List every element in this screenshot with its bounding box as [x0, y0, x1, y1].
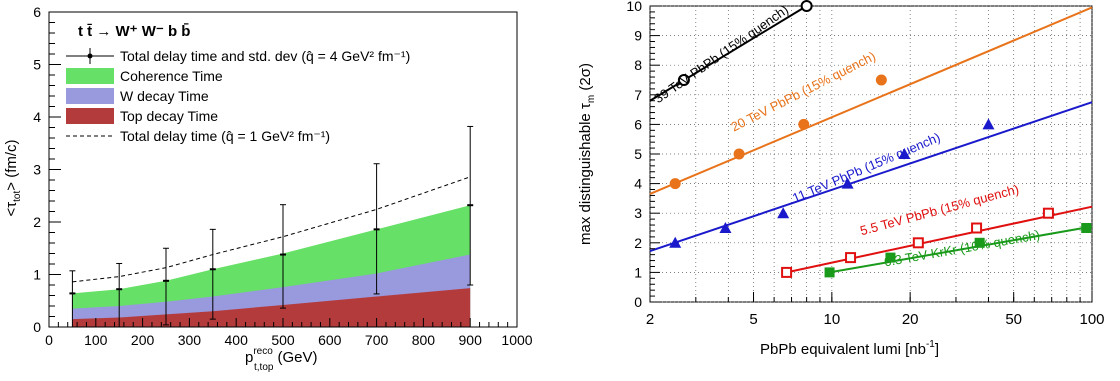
y-tick-label: 9 — [634, 28, 642, 44]
marker-5-5-tev-pbpb-15-quench- — [845, 252, 857, 264]
legend-marker-point — [87, 53, 93, 59]
x-tick-label: 900 — [459, 332, 483, 348]
marker-11-tev-pbpb-15-quench- — [898, 148, 911, 159]
legend-label: W decay Time — [120, 88, 209, 104]
x-tick-label: 2 — [646, 311, 654, 328]
x-tick-label: 20 — [902, 311, 919, 328]
y-tick-label: 1 — [33, 267, 41, 283]
y-tick-label: 4 — [33, 109, 41, 125]
series-line-6-3-tev-krkr-10-quench- — [829, 225, 1093, 274]
x-tick-label: 300 — [178, 332, 202, 348]
series-label: 5.5 TeV PbPb (15% quench) — [858, 181, 1020, 238]
marker-6-3-tev-krkr-10-quench- — [1081, 223, 1092, 233]
right-plot-area — [649, 0, 1093, 278]
y-tick-label: 3 — [634, 205, 642, 221]
x-tick-label: 100 — [1079, 311, 1104, 328]
x-tick-label: 5 — [749, 311, 757, 328]
right-axes: 0 1 2 3 4 5 6 7 8 9 10 2 5 10 20 50 100 — [626, 0, 1104, 328]
y-tick-label: 6 — [33, 4, 41, 20]
x-tick-label: 100 — [84, 332, 108, 348]
series-label: 11 TeV PbPb (15% quench) — [790, 130, 942, 206]
series-label: 39 TeV PbPb (15% quench) — [651, 2, 791, 106]
marker-11-tev-pbpb-15-quench- — [982, 118, 995, 130]
x-tick-label: 200 — [131, 332, 155, 348]
left-process-label: t t̄ → W⁺ W⁻ b b̄ — [78, 22, 190, 40]
marker-20-tev-pbpb-15-quench- — [875, 74, 887, 86]
x-tick-label: 50 — [1005, 311, 1022, 328]
marker-39-tev-pbpb-15-quench- — [800, 0, 813, 12]
x-tick-label: 600 — [318, 332, 342, 348]
series-line-20-tev-pbpb-15-quench- — [649, 6, 1093, 195]
legend-label: Coherence Time — [120, 68, 223, 84]
marker-20-tev-pbpb-15-quench- — [798, 118, 810, 130]
x-tick-label: 500 — [271, 332, 295, 348]
legend-swatch — [66, 68, 114, 84]
marker-20-tev-pbpb-15-quench- — [733, 148, 745, 160]
marker-5-5-tev-pbpb-15-quench- — [781, 266, 793, 278]
left-x-axis-label: preco t,top(GeV) — [245, 346, 317, 373]
left-axes: 0 1 2 3 4 5 6 0 100 200 300 400 500 600 700 800 900 1000 — [33, 4, 533, 348]
series-line-5-5-tev-pbpb-15-quench- — [786, 205, 1093, 274]
marker-11-tev-pbpb-15-quench- — [777, 207, 790, 219]
marker-20-tev-pbpb-15-quench- — [669, 178, 681, 190]
left-legend: Total delay time and std. dev (q̂ = 4 Ge… — [66, 48, 410, 144]
right-chart: 0 1 2 3 4 5 6 7 8 9 10 2 5 10 20 50 100 39 TeV PbPb (15%… — [577, 0, 1105, 358]
left-y-axis-label: <τtot> (fm/c) — [3, 139, 23, 216]
x-tick-label: 10 — [823, 311, 840, 328]
marker-11-tev-pbpb-15-quench- — [719, 222, 732, 233]
x-tick-label: 1000 — [501, 332, 532, 348]
y-tick-label: 0 — [33, 319, 41, 335]
x-tick-label: 0 — [45, 332, 53, 348]
legend-swatch — [66, 108, 114, 124]
series-line-39-tev-pbpb-15-quench- — [649, 5, 808, 102]
y-tick-label: 5 — [33, 57, 41, 73]
y-tick-label: 4 — [634, 176, 642, 192]
x-tick-label: 700 — [365, 332, 389, 348]
legend-label: Total delay time (q̂ = 1 GeV² fm⁻¹) — [120, 128, 330, 144]
legend-swatch — [66, 88, 114, 104]
legend-label: Total delay time and std. dev (q̂ = 4 Ge… — [120, 48, 410, 64]
left-plot-area — [69, 125, 474, 328]
marker-6-3-tev-krkr-10-quench- — [885, 252, 896, 263]
y-tick-label: 6 — [634, 116, 642, 132]
x-tick-label: 400 — [225, 332, 249, 348]
x-tick-label: 800 — [412, 332, 436, 348]
right-y-axis-label: max distinguishable τm (2σ) — [577, 63, 597, 245]
marker-39-tev-pbpb-15-quench- — [677, 74, 690, 86]
marker-5-5-tev-pbpb-15-quench- — [1042, 207, 1054, 219]
series-label: 6.3 TeV KrKr (10% quench) — [883, 227, 1041, 269]
y-tick-label: 7 — [634, 87, 642, 103]
marker-6-3-tev-krkr-10-quench- — [974, 237, 985, 248]
y-tick-label: 2 — [634, 235, 642, 251]
y-tick-label: 3 — [33, 162, 41, 178]
y-tick-label: 2 — [33, 214, 41, 230]
y-tick-label: 0 — [634, 294, 642, 310]
marker-5-5-tev-pbpb-15-quench- — [912, 237, 924, 249]
marker-6-3-tev-krkr-10-quench- — [824, 267, 835, 278]
marker-11-tev-pbpb-15-quench- — [841, 177, 854, 189]
y-tick-label: 1 — [634, 264, 642, 280]
y-tick-label: 5 — [634, 146, 642, 162]
right-x-axis-label: PbPb equivalent lumi [nb-1] — [760, 339, 939, 358]
area-top-decay-time — [72, 288, 471, 327]
right-grid — [649, 5, 1093, 303]
marker-5-5-tev-pbpb-15-quench- — [971, 222, 983, 234]
marker-11-tev-pbpb-15-quench- — [669, 236, 682, 248]
y-tick-label: 8 — [634, 57, 642, 73]
y-tick-label: 10 — [626, 0, 642, 14]
legend-label: Top decay Time — [120, 108, 218, 124]
